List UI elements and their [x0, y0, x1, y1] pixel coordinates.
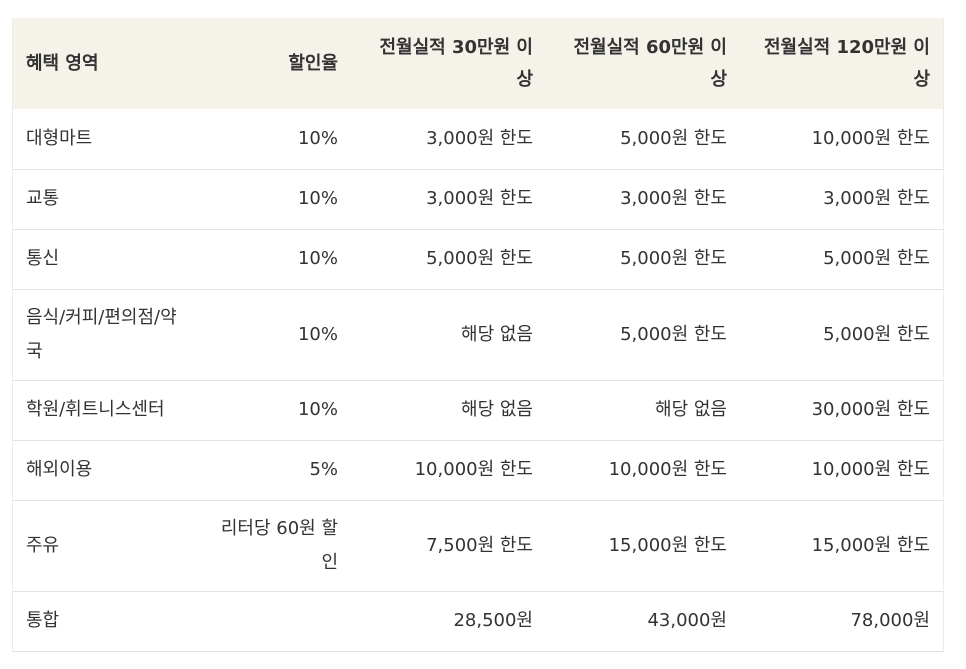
table-row: 학원/휘트니스센터 10% 해당 없음 해당 없음 30,000원 한도 — [12, 380, 944, 440]
header-tier-120: 전월실적 120만원 이상 — [763, 36, 930, 90]
benefit-table-container: 혜택 영역 할인율 전월실적 30만원 이상 전월실적 60만원 이상 전월실적… — [12, 18, 944, 652]
table-row: 주유 리터당 60원 할인 7,500원 한도 15,000원 한도 15,00… — [12, 500, 944, 591]
cell-discount-rate: 10% — [297, 248, 338, 269]
cell-benefit-area: 해외이용 — [26, 459, 93, 480]
cell-tier-120: 30,000원 한도 — [811, 399, 930, 420]
cell-tier-60: 15,000원 한도 — [608, 534, 727, 556]
cell-tier-30: 10,000원 한도 — [414, 459, 533, 480]
cell-tier-120: 10,000원 한도 — [811, 127, 930, 149]
table-left-border — [12, 18, 13, 652]
cell-tier-60: 5,000원 한도 — [620, 127, 727, 149]
header-tier-60: 전월실적 60만원 이상 — [573, 36, 727, 90]
table-row: 해외이용 5% 10,000원 한도 10,000원 한도 10,000원 한도 — [12, 440, 944, 500]
benefit-table: 혜택 영역 할인율 전월실적 30만원 이상 전월실적 60만원 이상 전월실적… — [12, 18, 944, 652]
cell-discount-rate: 5% — [309, 459, 338, 480]
cell-tier-120: 5,000원 한도 — [823, 323, 930, 345]
cell-tier-30: 3,000원 한도 — [426, 127, 533, 149]
cell-tier-120: 3,000원 한도 — [823, 188, 930, 209]
table-header: 혜택 영역 할인율 전월실적 30만원 이상 전월실적 60만원 이상 전월실적… — [12, 18, 944, 109]
cell-discount-rate: 10% — [297, 188, 338, 209]
cell-tier-30: 3,000원 한도 — [426, 188, 533, 209]
header-tier-30: 전월실적 30만원 이상 — [379, 36, 533, 90]
table-row: 대형마트 10% 3,000원 한도 5,000원 한도 10,000원 한도 — [12, 109, 944, 169]
cell-tier-120: 10,000원 한도 — [811, 459, 930, 480]
cell-discount-rate: 10% — [297, 127, 338, 149]
cell-tier-60: 해당 없음 — [655, 399, 727, 420]
cell-tier-30: 5,000원 한도 — [426, 248, 533, 269]
cell-tier-60: 5,000원 한도 — [620, 248, 727, 269]
header-discount-rate: 할인율 — [288, 52, 338, 74]
cell-benefit-area: 음식/커피/편의점/약국 — [26, 306, 177, 362]
cell-benefit-area: 학원/휘트니스센터 — [26, 399, 165, 420]
cell-benefit-area: 통신 — [26, 248, 60, 269]
cell-tier-60: 43,000원 — [647, 610, 727, 631]
table-body: 대형마트 10% 3,000원 한도 5,000원 한도 10,000원 한도 … — [12, 109, 944, 651]
table-row: 통합 28,500원 43,000원 78,000원 — [12, 591, 944, 651]
table-row: 음식/커피/편의점/약국 10% 해당 없음 5,000원 한도 5,000원 … — [12, 289, 944, 380]
cell-benefit-area: 교통 — [26, 188, 60, 209]
cell-tier-30: 7,500원 한도 — [426, 534, 533, 556]
cell-discount-rate: 10% — [297, 323, 338, 345]
cell-tier-120: 15,000원 한도 — [811, 534, 930, 556]
table-row: 통신 10% 5,000원 한도 5,000원 한도 5,000원 한도 — [12, 229, 944, 289]
cell-tier-30: 28,500원 — [453, 610, 533, 631]
cell-benefit-area: 대형마트 — [26, 127, 93, 149]
cell-tier-60: 3,000원 한도 — [620, 188, 727, 209]
cell-tier-120: 5,000원 한도 — [823, 248, 930, 269]
cell-discount-rate: 10% — [297, 399, 338, 420]
cell-discount-rate — [202, 591, 352, 651]
cell-tier-30: 해당 없음 — [461, 399, 533, 420]
cell-tier-60: 5,000원 한도 — [620, 323, 727, 345]
cell-tier-120: 78,000원 — [850, 610, 930, 631]
cell-discount-rate: 리터당 60원 할인 — [220, 517, 338, 573]
header-benefit-area: 혜택 영역 — [26, 52, 99, 74]
cell-tier-30: 해당 없음 — [461, 323, 533, 345]
cell-tier-60: 10,000원 한도 — [608, 459, 727, 480]
header-row: 혜택 영역 할인율 전월실적 30만원 이상 전월실적 60만원 이상 전월실적… — [12, 18, 944, 109]
table-right-border — [943, 18, 944, 652]
cell-benefit-area: 주유 — [26, 534, 60, 556]
table-row: 교통 10% 3,000원 한도 3,000원 한도 3,000원 한도 — [12, 169, 944, 229]
cell-benefit-area: 통합 — [26, 610, 60, 631]
